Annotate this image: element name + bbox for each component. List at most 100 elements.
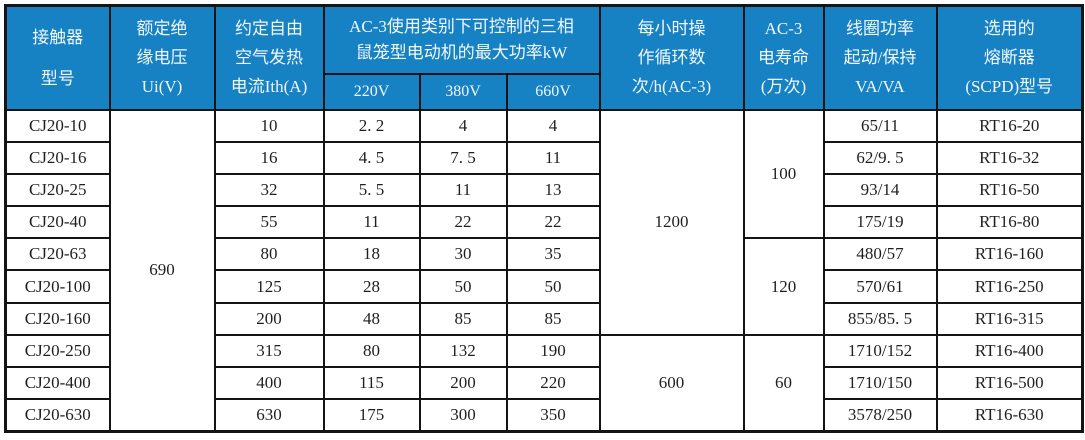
power-380v-cell: 50 xyxy=(418,269,508,304)
model-cell: CJ20-25 xyxy=(4,172,111,208)
header-ui-line2: 缘电压 xyxy=(136,48,188,68)
header-fuse-line2: 熔断器 xyxy=(983,48,1035,68)
header-model-line1: 接触器 xyxy=(32,27,84,47)
header-life: AC-3 电寿命 (万次) xyxy=(742,4,825,111)
header-power-group: AC-3使用类别下可控制的三相 鼠笼型电动机的最大功率kW xyxy=(322,4,601,75)
model-cell: CJ20-10 xyxy=(4,108,111,143)
header-cycles-line3: 次/h(AC-3) xyxy=(631,77,712,97)
coil-cell: 570/61 xyxy=(822,269,938,304)
model-cell: CJ20-160 xyxy=(4,301,111,336)
coil-cell: 175/19 xyxy=(822,205,938,240)
ui-merged-cell: 690 xyxy=(108,108,216,433)
header-life-line1: AC-3 xyxy=(764,19,803,39)
power-220v-cell: 2. 2 xyxy=(322,108,421,143)
header-220v: 220V xyxy=(322,72,421,111)
power-380v-cell: 7. 5 xyxy=(418,140,508,175)
ith-cell: 200 xyxy=(213,301,325,336)
power-380v-cell: 30 xyxy=(418,237,508,272)
header-ith-line1: 约定自由 xyxy=(235,19,303,39)
power-220v-cell: 5. 5 xyxy=(322,172,421,208)
table-row: CJ20-160 200 48 85 85 855/85. 5 RT16-315 xyxy=(4,301,1084,336)
power-380v-cell: 4 xyxy=(418,108,508,143)
header-coil-line2: 起动/保持 xyxy=(843,48,917,68)
coil-cell: 93/14 xyxy=(822,172,938,208)
fuse-cell: RT16-32 xyxy=(935,140,1084,175)
table-body: CJ20-10 690 10 2. 2 4 4 1200 100 65/11 RT16-20 CJ2… xyxy=(4,108,1084,433)
cycles-merged-cell: 1200 xyxy=(598,108,745,336)
coil-cell: 65/11 xyxy=(822,108,938,143)
table-row: CJ20-63 80 18 30 35 120 480/57 RT16-160 xyxy=(4,237,1084,336)
ith-cell: 400 xyxy=(213,365,325,401)
model-cell: CJ20-100 xyxy=(4,269,111,304)
header-ui-line3: Ui(V) xyxy=(141,77,183,97)
ith-cell: 315 xyxy=(213,333,325,369)
power-220v-cell: 11 xyxy=(322,205,421,240)
header-coil-line1: 线圈功率 xyxy=(846,19,914,39)
model-cell: CJ20-63 xyxy=(4,237,111,272)
power-660v-cell: 4 xyxy=(505,108,601,143)
power-220v-cell: 18 xyxy=(322,237,421,272)
power-220v-cell: 28 xyxy=(322,269,421,304)
header-cycles-line1: 每小时操 xyxy=(637,19,706,39)
model-cell: CJ20-630 xyxy=(4,398,111,433)
model-cell: CJ20-400 xyxy=(4,365,111,401)
fuse-cell: RT16-250 xyxy=(935,269,1084,304)
power-380v-cell: 300 xyxy=(418,398,508,433)
coil-cell: 855/85. 5 xyxy=(822,301,938,336)
model-cell: CJ20-40 xyxy=(4,205,111,240)
fuse-cell: RT16-20 xyxy=(935,108,1084,143)
life-merged-cell: 100 xyxy=(742,108,825,240)
header-life-line2: 电寿命 xyxy=(758,48,809,68)
header-ui-line1: 额定绝 xyxy=(136,19,188,39)
header-power-line2: 鼠笼型电动机的最大功率kW xyxy=(355,42,568,62)
header-ith-line2: 空气发热 xyxy=(235,48,303,68)
power-660v-cell: 22 xyxy=(505,205,601,240)
header-660v: 660V xyxy=(505,72,601,111)
header-power-line1: AC-3使用类别下可控制的三相 xyxy=(349,16,574,36)
table-row: CJ20-25 32 5. 5 11 13 93/14 RT16-50 xyxy=(4,172,1084,208)
header-fuse-line1: 选用的 xyxy=(983,19,1035,39)
header-ith-line3: 电流Ith(A) xyxy=(230,77,308,97)
power-220v-cell: 48 xyxy=(322,301,421,336)
power-660v-cell: 190 xyxy=(505,333,601,369)
power-380v-cell: 132 xyxy=(418,333,508,369)
header-ui: 额定绝 缘电压 Ui(V) xyxy=(108,4,216,111)
fuse-cell: RT16-80 xyxy=(935,205,1084,240)
fuse-cell: RT16-50 xyxy=(935,172,1084,208)
header-cycles: 每小时操 作循环数 次/h(AC-3) xyxy=(598,4,745,111)
table-header: 接触器 型号 额定绝 缘电压 Ui(V) 约定自由 空气发热 电流Ith(A) xyxy=(4,4,1084,111)
header-ith: 约定自由 空气发热 电流Ith(A) xyxy=(213,4,325,111)
life-merged-cell: 120 xyxy=(742,237,825,336)
fuse-cell: RT16-400 xyxy=(935,333,1084,369)
header-model-line2: 型号 xyxy=(40,68,75,88)
table-row: CJ20-630 630 175 300 350 3578/250 RT16-630 xyxy=(4,398,1084,433)
ith-cell: 32 xyxy=(213,172,325,208)
model-cell: CJ20-250 xyxy=(4,333,111,369)
power-380v-cell: 22 xyxy=(418,205,508,240)
header-life-line3: (万次) xyxy=(760,77,807,97)
power-220v-cell: 4. 5 xyxy=(322,140,421,175)
coil-cell: 62/9. 5 xyxy=(822,140,938,175)
fuse-cell: RT16-315 xyxy=(935,301,1084,336)
power-380v-cell: 200 xyxy=(418,365,508,401)
header-fuse: 选用的 熔断器 (SCPD)型号 xyxy=(935,4,1084,111)
fuse-cell: RT16-630 xyxy=(935,398,1084,433)
contactor-spec-table: 接触器 型号 额定绝 缘电压 Ui(V) 约定自由 空气发热 电流Ith(A) xyxy=(4,4,1084,433)
table-row: CJ20-100 125 28 50 50 570/61 RT16-250 xyxy=(4,269,1084,304)
power-220v-cell: 175 xyxy=(322,398,421,433)
fuse-cell: RT16-160 xyxy=(935,237,1084,272)
ith-cell: 125 xyxy=(213,269,325,304)
table-row: CJ20-400 400 115 200 220 1710/150 RT16-500 xyxy=(4,365,1084,401)
table-row: CJ20-250 315 80 132 190 600 60 1710/152 RT16-400 xyxy=(4,333,1084,433)
model-cell: CJ20-16 xyxy=(4,140,111,175)
life-merged-cell: 60 xyxy=(742,333,825,433)
fuse-cell: RT16-500 xyxy=(935,365,1084,401)
power-660v-cell: 85 xyxy=(505,301,601,336)
power-660v-cell: 220 xyxy=(505,365,601,401)
table-row: CJ20-10 690 10 2. 2 4 4 1200 100 65/11 RT16-20 xyxy=(4,108,1084,433)
ith-cell: 55 xyxy=(213,205,325,240)
power-220v-cell: 115 xyxy=(322,365,421,401)
power-220v-cell: 80 xyxy=(322,333,421,369)
ith-cell: 16 xyxy=(213,140,325,175)
ith-cell: 80 xyxy=(213,237,325,272)
